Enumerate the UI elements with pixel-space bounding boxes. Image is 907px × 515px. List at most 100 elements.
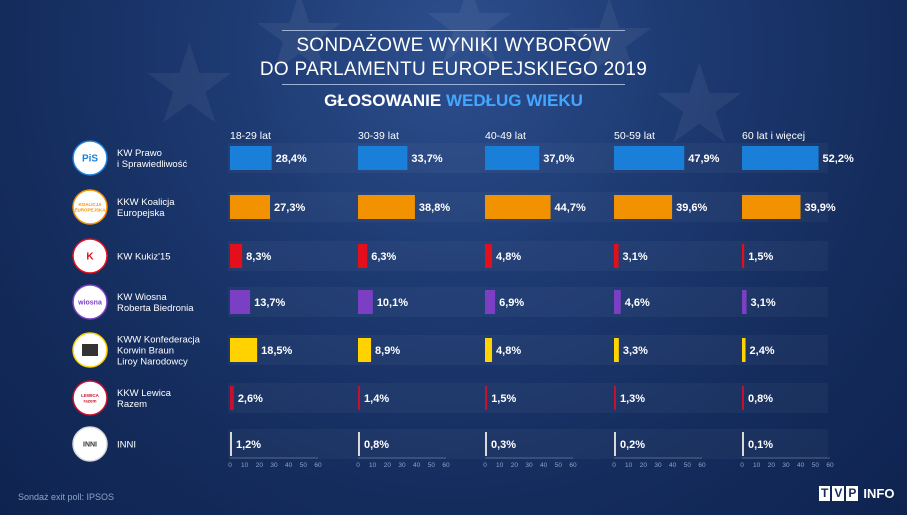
bar [230,146,272,170]
age-group-header: 60 lat i więcej [742,130,805,142]
logo-letter: P [846,486,859,501]
bar-value-label: 47,9% [688,153,719,165]
bar-value-label: 0,2% [620,439,645,451]
bar-value-label: 4,8% [496,251,521,263]
bar [614,386,616,410]
bar [614,244,619,268]
party-name: Roberta Biedronia [117,303,194,314]
chart-title-line2: DO PARLAMENTU EUROPEJSKIEGO 2019 [259,59,648,80]
bar [742,195,801,219]
axis-tick-label: 10 [753,462,761,469]
bar-value-label: 3,3% [623,345,648,357]
row-band [228,287,828,317]
party-logo-text: KOALICJA [78,202,102,207]
bar-value-label: 0,8% [364,439,389,451]
bar-value-label: 0,1% [748,439,773,451]
party-logo-icon [72,380,108,416]
axis-tick-label: 30 [270,462,278,469]
bar-value-label: 6,9% [499,297,524,309]
bar-value-label: 6,3% [371,251,396,263]
bar-value-label: 8,3% [246,251,271,263]
axis-tick-label: 0 [612,462,616,469]
eu-star-icon: ★ [140,23,239,146]
axis-tick-label: 60 [442,462,450,469]
axis-tick-label: 60 [569,462,577,469]
bar-value-label: 37,0% [543,153,574,165]
bar [485,244,493,268]
bar-value-label: 3,1% [751,297,776,309]
axis-tick-label: 20 [511,462,519,469]
bar [358,432,360,456]
row-band [228,241,828,271]
bar-value-label: 27,3% [274,202,305,214]
eu-star-icon: ★ [650,43,749,166]
bar-value-label: 3,1% [623,251,648,263]
party-name: Razem [117,399,147,410]
party-logo-text: wiosna [77,299,102,306]
axis-tick-label: 10 [241,462,249,469]
bar-value-label: 2,4% [750,345,775,357]
bar [742,338,746,362]
bar [358,195,415,219]
party-name: KW Wiosna [117,292,167,303]
party-logo-icon [72,189,108,225]
party-name: Europejska [117,208,165,219]
row-band [228,429,828,459]
bar [485,432,487,456]
party-logo-icon [72,238,108,274]
subtitle-part1: GŁOSOWANIE [324,91,442,110]
bar-value-label: 0,3% [491,439,516,451]
axis-tick-label: 50 [428,462,436,469]
bar [358,290,373,314]
bar-value-label: 52,2% [823,153,854,165]
axis-tick-label: 40 [540,462,548,469]
bar [485,338,493,362]
age-group-header: 30-39 lat [358,130,399,142]
axis-tick-label: 30 [525,462,533,469]
axis-tick-label: 50 [812,462,820,469]
party-name: Liroy Narodowcy [117,357,188,368]
bar-value-label: 0,8% [748,393,773,405]
party-name: INNI [117,440,136,451]
bar [485,386,488,410]
bar-value-label: 1,4% [364,393,389,405]
axis-tick-label: 20 [640,462,648,469]
bar-value-label: 33,7% [411,153,442,165]
bar [230,290,251,314]
axis-tick-label: 10 [496,462,504,469]
party-logo-text: LEWICA [81,393,99,398]
party-logo-icon [72,284,108,320]
axis-tick-label: 40 [413,462,421,469]
age-group-header: 18-29 lat [230,130,271,142]
bar-value-label: 44,7% [555,202,586,214]
party-logo-icon [72,426,108,462]
logo-suffix: INFO [863,486,895,501]
bar-value-label: 28,4% [276,153,307,165]
axis-tick-label: 50 [555,462,563,469]
party-logo-icon [72,140,108,176]
axis-tick-label: 40 [797,462,805,469]
party-name: Korwin Braun [117,346,174,357]
eu-star-icon: ★ [250,0,349,96]
row-band [228,335,828,365]
axis-tick-label: 20 [256,462,264,469]
axis-tick-label: 20 [768,462,776,469]
bar [230,386,234,410]
axis-tick-label: 30 [782,462,790,469]
bar-value-label: 39,9% [805,202,836,214]
axis-tick-label: 10 [625,462,633,469]
bar [742,432,744,456]
title-rule-bottom [282,84,625,85]
axis-tick-label: 60 [314,462,322,469]
axis-tick-label: 0 [740,462,744,469]
eu-star-icon: ★ [420,0,519,86]
axis-tick-label: 50 [300,462,308,469]
axis-tick-label: 10 [369,462,377,469]
party-name: KKW Koalicja [117,197,175,208]
bar-value-label: 18,5% [261,345,292,357]
party-name: KWW Konfederacja [117,335,201,346]
axis-tick-label: 50 [684,462,692,469]
age-group-header: 50-59 lat [614,130,655,142]
bar [742,244,745,268]
